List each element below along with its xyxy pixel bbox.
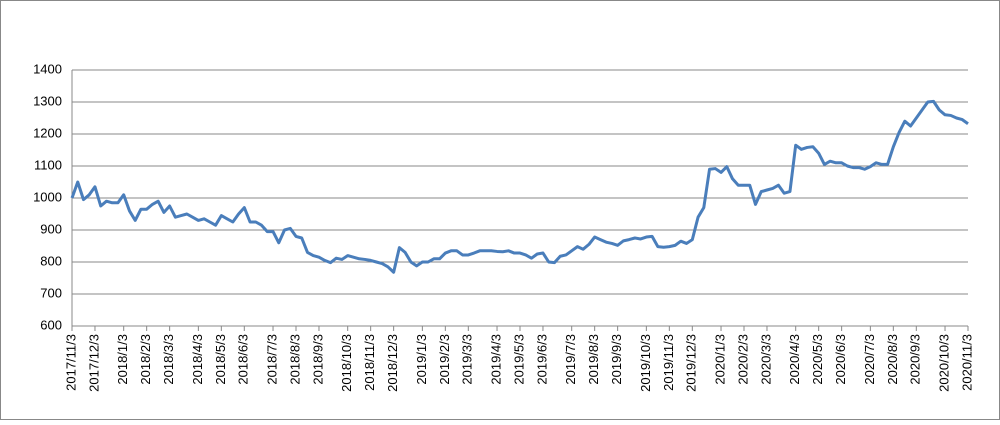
y-tick-label: 1100 (34, 157, 62, 172)
data-line (70, 99, 969, 274)
x-tick-label: 2020/10/3 (936, 334, 951, 392)
x-tick-label: 2019/1/3 (414, 334, 429, 385)
x-tick-label: 2019/10/3 (638, 334, 653, 392)
y-tick-label: 700 (40, 285, 62, 300)
y-tick-label: 600 (40, 317, 62, 332)
x-tick-label: 2020/7/3 (862, 334, 877, 385)
x-tick-label: 2018/6/3 (236, 334, 251, 385)
y-tick-label: 800 (40, 253, 62, 268)
x-tick-label: 2017/12/3 (86, 334, 101, 392)
x-tick-label: 2019/3/3 (460, 334, 475, 385)
x-tick-label: 2018/12/3 (385, 334, 400, 392)
x-tick-label: 2020/1/3 (712, 334, 727, 385)
x-tick-label: 2019/5/3 (511, 334, 526, 385)
x-tick-label: 2020/8/3 (885, 334, 900, 385)
y-tick-label: 1000 (33, 189, 62, 204)
x-tick-label: 2020/9/3 (908, 334, 923, 385)
x-tick-label: 2018/2/3 (138, 334, 153, 385)
x-tick-label: 2019/6/3 (534, 334, 549, 385)
x-tick-label: 2018/4/3 (190, 334, 205, 385)
x-tick-label: 2020/3/3 (758, 334, 773, 385)
y-tick-label: 1300 (33, 93, 62, 108)
y-tick-label: 1200 (33, 125, 62, 140)
x-tick-label: 2020/4/3 (787, 334, 802, 385)
x-tick-label: 2018/10/3 (339, 334, 354, 392)
y-tick-label: 900 (40, 221, 62, 236)
x-tick-label: 2019/12/3 (684, 334, 699, 392)
x-tick-label: 2019/7/3 (563, 334, 578, 385)
x-tick-label: 2018/9/3 (310, 334, 325, 385)
x-tick-label: 2020/2/3 (735, 334, 750, 385)
x-tick-label: 2020/11/3 (959, 334, 974, 391)
x-tick-label: 2018/3/3 (161, 334, 176, 385)
x-tick-label: 2018/5/3 (213, 334, 228, 385)
x-tick-label: 2018/11/3 (362, 334, 377, 391)
x-tick-label: 2018/1/3 (115, 334, 130, 385)
x-tick-label: 2018/7/3 (264, 334, 279, 385)
x-tick-label: 2020/6/3 (833, 334, 848, 385)
x-tick-label: 2020/5/3 (810, 334, 825, 385)
y-tick-label: 1400 (33, 61, 62, 76)
x-tick-label: 2019/8/3 (586, 334, 601, 385)
x-tick-label: 2019/11/3 (661, 334, 676, 391)
x-tick-label: 2019/2/3 (437, 334, 452, 385)
x-tick-label: 2018/8/3 (287, 334, 302, 385)
x-tick-label: 2017/11/3 (63, 334, 78, 391)
x-tick-label: 2019/9/3 (609, 334, 624, 385)
x-tick-label: 2019/4/3 (488, 334, 503, 385)
